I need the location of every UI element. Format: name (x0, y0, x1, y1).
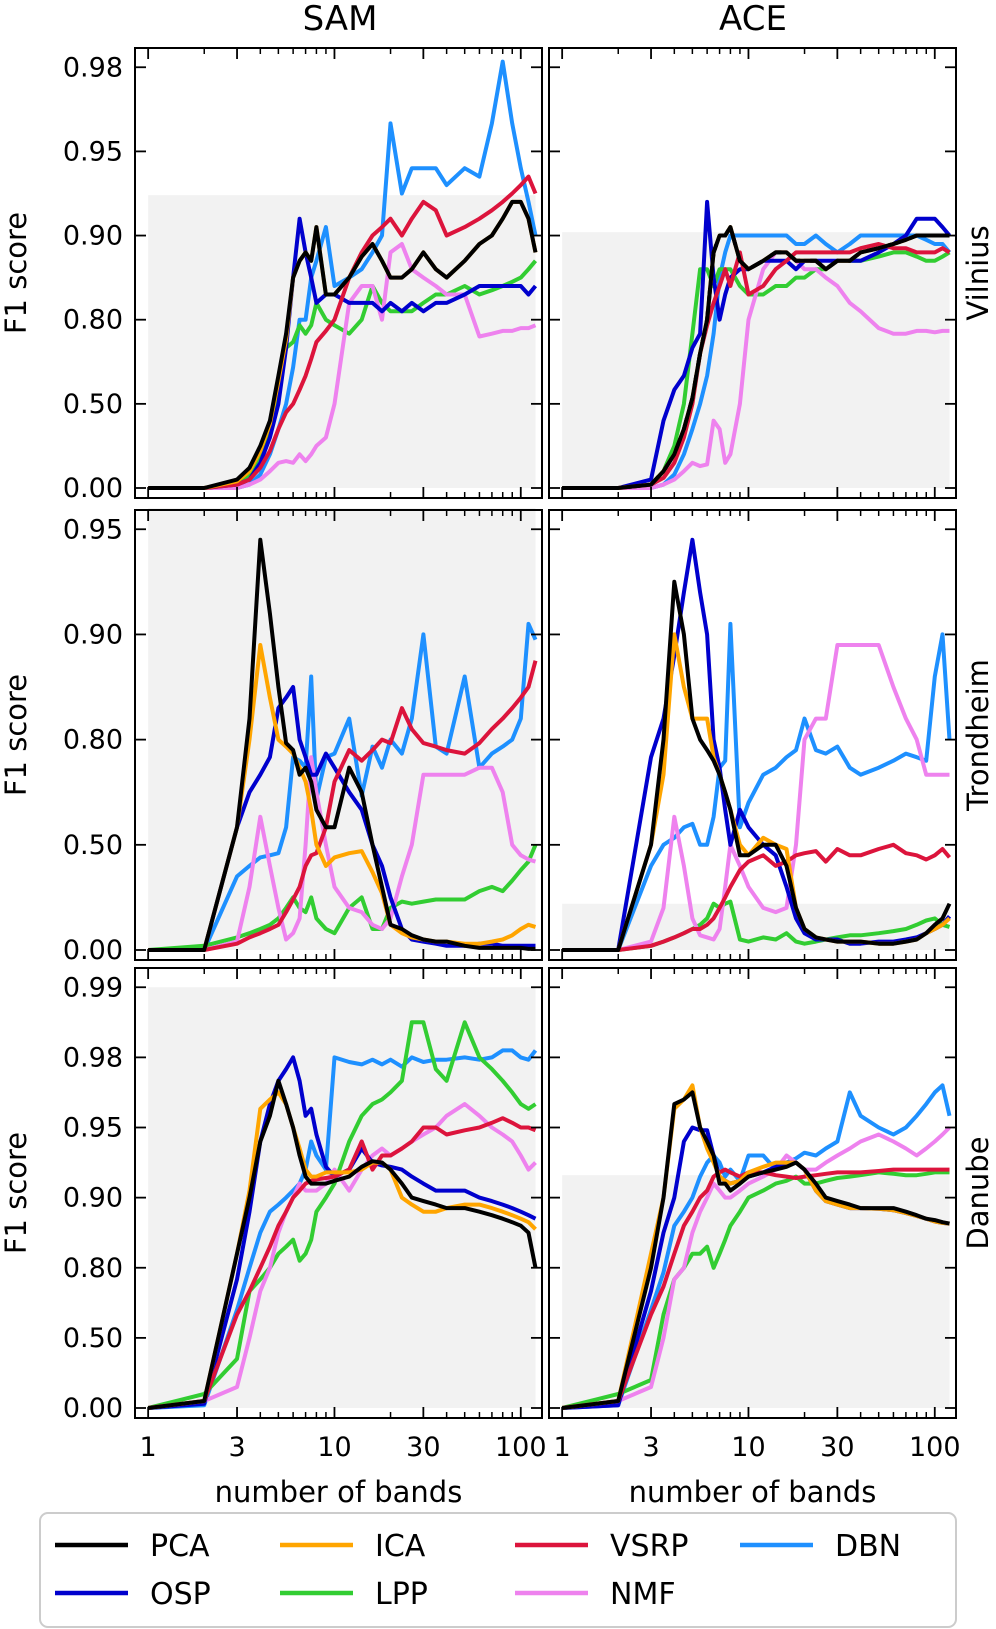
series-line-nmf (148, 755, 537, 952)
y-tick-label: 0.99 (63, 972, 123, 1003)
legend-label: DBN (835, 1529, 901, 1564)
y-tick-label: 0.00 (63, 935, 123, 966)
y-tick-label: 0.90 (63, 1183, 123, 1214)
series-line-ica (148, 643, 537, 952)
y-tick-label: 0.95 (63, 1113, 123, 1144)
y-tick-label: 0.90 (63, 619, 123, 650)
legend-item-dbn: DBN (740, 1529, 901, 1564)
series-group (562, 537, 952, 952)
plot-frame (548, 509, 957, 961)
series-line-osp (562, 199, 952, 490)
x-tick-label: 10 (317, 1432, 351, 1463)
row-label-trondheim: Trondheim (961, 659, 995, 812)
panel-ace-danube: 1 3 10 30 100 Danube number of bands (548, 967, 995, 1509)
legend-label: NMF (610, 1577, 676, 1612)
panel-sam-vilnius: 0.00 0.50 0.80 0.90 0.95 0.98 F1 score (0, 47, 543, 504)
legend-item-vsrp: VSRP (515, 1529, 689, 1564)
series-line-nmf (562, 643, 950, 952)
row-label-danube: Danube (961, 1136, 995, 1249)
series-group (561, 1083, 952, 1410)
y-tick-label: 0.80 (63, 1253, 123, 1284)
series-line-vsrp (562, 842, 952, 952)
series-line-vsrp (148, 660, 538, 952)
series-line-pca (148, 537, 536, 952)
x-tick-label: 100 (495, 1432, 547, 1463)
series-line-dbn (148, 1048, 538, 1410)
y-tick-label: 0.90 (63, 221, 123, 252)
x-tick-label: 1 (554, 1432, 571, 1463)
series-line-osp (148, 216, 538, 490)
plot-frame (134, 509, 543, 961)
series-group (148, 59, 538, 490)
series-group (562, 199, 952, 490)
panel-sam-danube: 1 3 10 30 100 0.00 0.50 0.80 0.90 0.95 0.98 0.99 F1 … (0, 967, 547, 1509)
series-line-vsrp (147, 1116, 537, 1410)
legend-item-nmf: NMF (515, 1577, 676, 1612)
y-tick-label: 0.98 (63, 52, 123, 83)
x-tick-label: 1 (140, 1432, 157, 1463)
y-tick-label: 0.95 (63, 136, 123, 167)
plot-frame (548, 47, 957, 499)
y-tick-label: 0.80 (63, 725, 123, 756)
x-tick-label: 3 (642, 1432, 659, 1463)
x-axis-label: number of bands (215, 1475, 463, 1509)
legend-label: PCA (150, 1529, 210, 1564)
legend: PCA ICA VSRP DBN OSP LPP NMF (39, 1512, 957, 1628)
plot-frame (134, 967, 543, 1419)
series-line-pca (148, 199, 538, 490)
x-tick-label: 30 (820, 1432, 854, 1463)
y-tick-label: 0.50 (63, 1323, 123, 1354)
shaded-band (562, 232, 950, 488)
series-line-pca (147, 1078, 538, 1410)
legend-label: VSRP (610, 1529, 689, 1564)
y-axis-label: F1 score (0, 674, 33, 796)
shaded-band (148, 508, 536, 950)
y-tick-label: 0.80 (63, 305, 123, 336)
x-tick-label: 30 (406, 1432, 440, 1463)
y-tick-label: 0.95 (63, 514, 123, 545)
series-line-pca (562, 225, 950, 490)
legend-item-ica: ICA (280, 1529, 426, 1564)
y-axis-label: F1 score (0, 1132, 33, 1254)
plot-frame (548, 967, 957, 1419)
series-line-dbn (562, 233, 952, 490)
panel-ace-vilnius: Vilnius (548, 47, 995, 499)
column-title-sam: SAM (303, 0, 378, 39)
legend-label: ICA (375, 1529, 426, 1564)
plot-frame (134, 47, 543, 499)
y-tick-label: 0.50 (63, 830, 123, 861)
column-title-ace: ACE (719, 0, 787, 39)
series-line-nmf (148, 242, 537, 490)
panel-ace-trondheim: Trondheim (548, 509, 995, 961)
series-line-pca (562, 579, 952, 952)
y-tick-label: 0.00 (63, 1393, 123, 1424)
y-tick-label: 0.00 (63, 473, 123, 504)
y-axis-label: F1 score (0, 212, 33, 334)
x-tick-label: 100 (909, 1432, 961, 1463)
legend-item-lpp: LPP (280, 1577, 428, 1612)
x-axis-label: number of bands (629, 1475, 877, 1509)
panel-grid: 0.00 0.50 0.80 0.90 0.95 0.98 F1 score Vilnius 0… (0, 47, 995, 1509)
y-tick-label: 0.98 (63, 1042, 123, 1073)
panel-sam-trondheim: 0.00 0.50 0.80 0.90 0.95 F1 score (0, 508, 543, 966)
series-line-pca (561, 1090, 950, 1410)
series-line-lpp (148, 844, 538, 952)
series-line-vsrp (561, 1167, 950, 1410)
legend-label: OSP (150, 1577, 211, 1612)
y-tick-label: 0.50 (63, 389, 123, 420)
series-group (147, 1020, 538, 1410)
x-tick-label: 3 (228, 1432, 245, 1463)
row-label-vilnius: Vilnius (961, 225, 995, 320)
legend-item-osp: OSP (55, 1577, 211, 1612)
legend-item-pca: PCA (55, 1529, 210, 1564)
series-line-dbn (562, 621, 952, 952)
series-line-osp (562, 537, 952, 952)
legend-label: LPP (375, 1577, 428, 1612)
x-tick-label: 10 (731, 1432, 765, 1463)
legend-box (39, 1512, 957, 1628)
series-line-lpp (562, 250, 951, 490)
series-line-vsrp (148, 174, 538, 490)
series-group (148, 537, 538, 952)
